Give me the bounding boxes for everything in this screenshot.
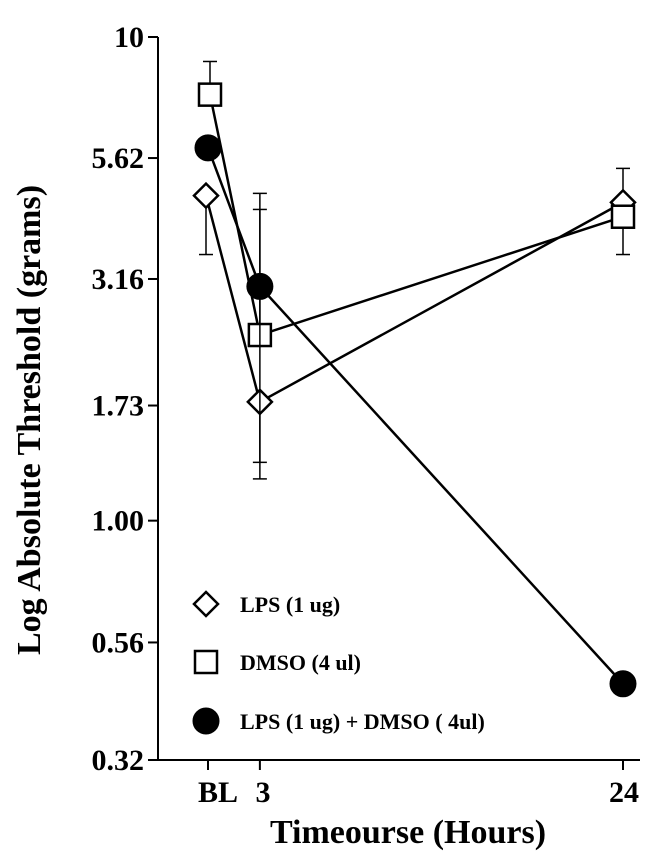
legend-marker: [192, 590, 220, 618]
series-line: [204, 195, 624, 404]
data-point: [246, 272, 274, 300]
series-3: [194, 134, 637, 698]
legend-label: LPS (1 ug): [240, 592, 340, 617]
legend-label: LPS (1 ug) + DMSO ( 4ul): [240, 709, 485, 734]
legend-marker: [192, 707, 220, 735]
x-axis-title: Timeourse (Hours): [270, 814, 546, 851]
data-point: [192, 181, 220, 210]
y-axis-title: Log Absolute Threshold (grams): [11, 185, 48, 655]
y-tick-label: 3.16: [92, 263, 145, 296]
x-tick-label: BL: [198, 776, 238, 809]
y-tick-label: 1.73: [92, 390, 145, 423]
axes: 0.32 0.56 1.00 1.73 3.16 5.62 10 BL 3 24: [92, 21, 640, 809]
series-2: [197, 60, 636, 348]
y-tick-label: 1.00: [92, 505, 145, 538]
data-point: [610, 204, 636, 229]
y-tick-label: 5.62: [92, 142, 145, 175]
data-point: [609, 670, 637, 698]
x-tick-label: 3: [256, 776, 271, 809]
y-tick-label: 0.56: [92, 626, 145, 659]
legend-label: DMSO (4 ul): [240, 650, 361, 675]
x-tick-label: 24: [609, 776, 639, 809]
data-point: [197, 82, 223, 107]
series-layer: [192, 60, 637, 698]
legend-marker: [193, 649, 219, 675]
legend: LPS (1 ug) DMSO (4 ul) LPS (1 ug) + DMSO (…: [192, 590, 485, 735]
y-tick-label: 10: [114, 21, 144, 54]
data-point: [194, 134, 222, 162]
y-tick-label: 0.32: [92, 744, 145, 777]
